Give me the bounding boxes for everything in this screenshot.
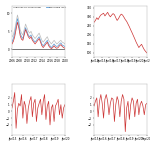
Legend: Precos ao Consumidor, IGP Media IPCA: Precos ao Consumidor, IGP Media IPCA: [13, 6, 66, 8]
